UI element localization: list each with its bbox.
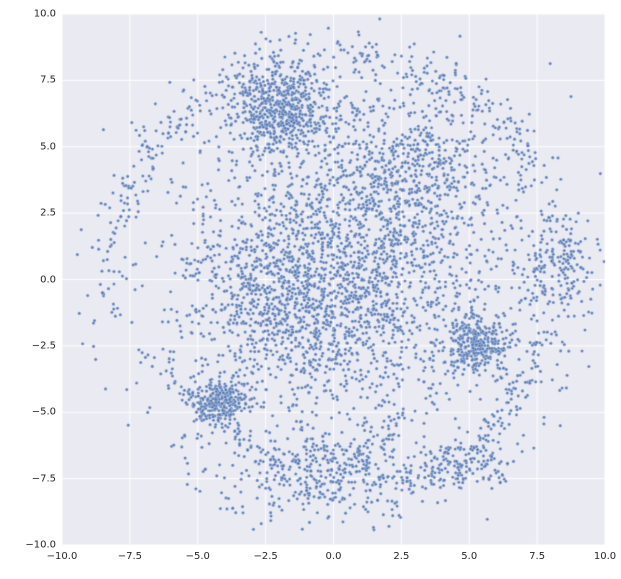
x-tick-label: −5.0 bbox=[186, 551, 210, 562]
y-tick-label: 10.0 bbox=[34, 9, 56, 20]
scatter-plot bbox=[0, 0, 621, 579]
y-tick-label: −7.5 bbox=[32, 473, 56, 484]
x-tick-label: 7.5 bbox=[529, 551, 545, 562]
y-tick-label: 2.5 bbox=[40, 208, 56, 219]
chart-container: −10.0 −7.5 −5.0 −2.5 0.0 2.5 5.0 7.5 10.0 −10.0 −7… bbox=[0, 0, 621, 579]
y-tick-label: −5.0 bbox=[32, 407, 56, 418]
x-tick-label: 2.5 bbox=[393, 551, 409, 562]
y-tick-label: 7.5 bbox=[40, 75, 56, 86]
y-tick-label: −2.5 bbox=[32, 340, 56, 351]
y-tick-label: 5.0 bbox=[40, 141, 56, 152]
y-tick-label: −10.0 bbox=[25, 540, 56, 551]
x-tick-label: −2.5 bbox=[253, 551, 277, 562]
y-tick-label: 0.0 bbox=[40, 274, 56, 285]
x-tick-label: −10.0 bbox=[47, 551, 78, 562]
x-tick-label: 5.0 bbox=[461, 551, 477, 562]
x-tick-label: 0.0 bbox=[326, 551, 342, 562]
x-tick-label: 10.0 bbox=[594, 551, 616, 562]
x-tick-label: −7.5 bbox=[118, 551, 142, 562]
